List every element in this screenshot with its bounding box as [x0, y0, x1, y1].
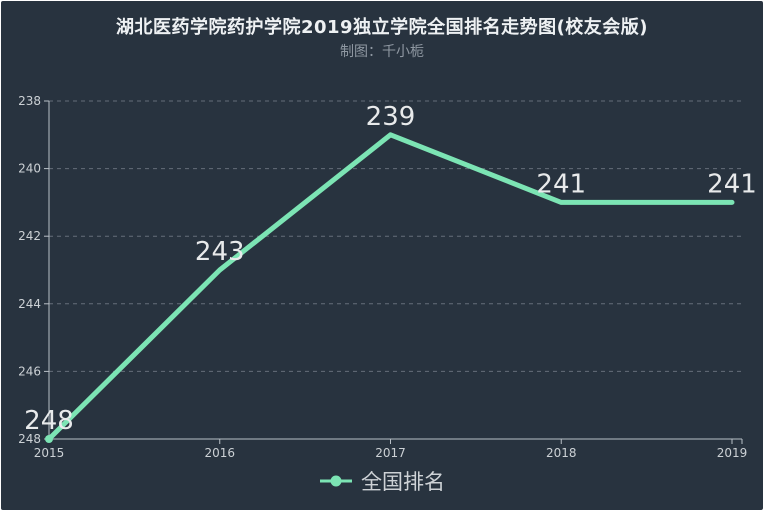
y-tick-label: 244 — [18, 297, 41, 311]
chart-title: 湖北医药学院药护学院2019独立学院全国排名走势图(校友会版) — [115, 17, 649, 38]
data-label: 241 — [707, 169, 757, 199]
data-label: 243 — [195, 237, 245, 267]
legend-item-national-rank[interactable]: 全国排名 — [1, 466, 763, 496]
chart-subtitle: 制图：千小栀 — [340, 44, 424, 60]
x-tick-label: 2018 — [546, 446, 577, 460]
legend-line-marker-icon — [320, 475, 352, 487]
legend-label: 全国排名 — [361, 470, 445, 494]
data-point-marker[interactable] — [45, 435, 53, 443]
x-tick-label: 2015 — [34, 446, 65, 460]
y-tick-label: 246 — [18, 364, 41, 378]
data-label: 239 — [366, 102, 416, 132]
data-label: 248 — [24, 406, 74, 436]
y-tick-label: 238 — [18, 94, 41, 108]
x-tick-label: 2019 — [717, 446, 748, 460]
y-tick-label: 240 — [18, 162, 41, 176]
data-label: 241 — [536, 169, 586, 199]
y-tick-label: 242 — [18, 229, 41, 243]
x-tick-label: 2017 — [375, 446, 406, 460]
legend-marker-dot — [330, 475, 342, 487]
rank-trend-line[interactable] — [46, 132, 735, 442]
y-tick-label: 248 — [18, 432, 41, 446]
x-tick-label: 2016 — [204, 446, 235, 460]
